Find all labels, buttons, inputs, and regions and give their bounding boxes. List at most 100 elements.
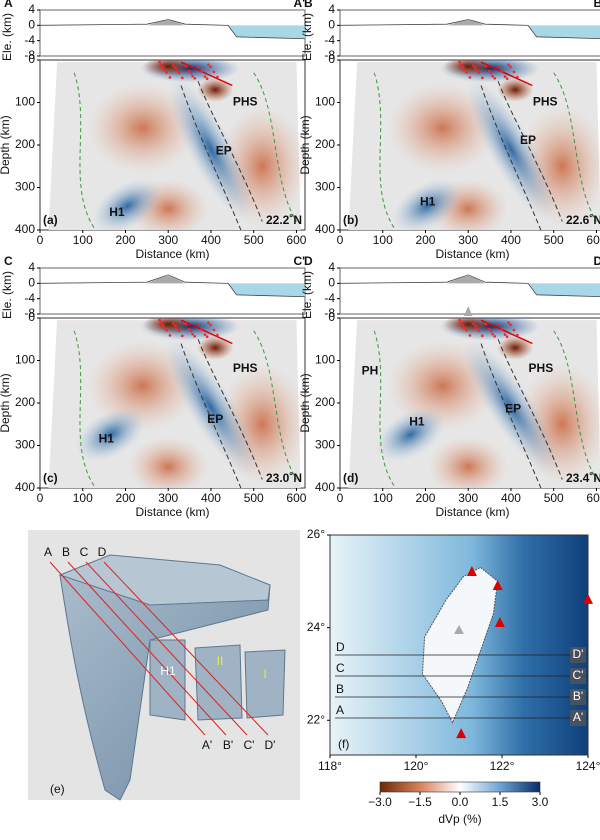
earthquake [174,66,177,69]
volcano-marker [494,617,505,627]
earthquake [177,71,181,75]
shallow-low [497,335,534,360]
earthquake [159,63,163,67]
slab [168,77,254,221]
latitude-label: 23.0˚N [266,471,302,485]
latitude-label: 22.6˚N [566,213,600,227]
earthquake [516,75,519,79]
profile-end: A' [573,710,583,724]
earthquake [172,322,175,325]
earthquake [459,321,463,325]
profile-end: C' [293,254,305,268]
depth-axis-label: Depth (km) [298,373,312,432]
distance-axis-label: Distance (km) [135,505,209,519]
profile-line [85,561,248,736]
depth-tick-label: 300 [315,180,335,194]
depth-tick-label: 0 [28,310,35,324]
elevation-tick-label: -4 [24,291,35,305]
volcano-marker [492,579,503,590]
profile-end-box [570,689,586,705]
profile-start: A [336,703,344,717]
distance-tick-label: 400 [201,491,221,505]
earthquake [493,76,497,80]
feature-label: PHS [533,95,558,109]
topography [339,274,600,298]
earthquake [168,76,172,79]
colorbar [379,781,541,793]
mountain [146,274,186,284]
elevation-axis-label: Ele. (km) [300,13,314,61]
panel-label: (d) [343,471,358,485]
earthquake [193,76,197,80]
contour [480,85,542,230]
earthquake [491,332,494,336]
distance-tick-label: 200 [115,233,135,247]
earthquake [490,71,493,75]
colorbar-tick-label: 1.5 [492,795,509,809]
earthquake [184,322,188,326]
panel-label: (e) [50,782,65,796]
contour [73,330,297,488]
earthquake [159,321,163,325]
low-velocity [128,436,209,488]
depth-axis-label: Depth (km) [0,373,12,432]
earthquake [209,323,212,327]
depth-tick-label: 0 [328,52,335,66]
distance-tick-label: 400 [201,233,221,247]
elevation-tick-label: -4 [324,291,335,305]
panel-label: (c) [43,471,58,485]
tomography [348,318,600,488]
feature-label: H1 [109,205,125,219]
lat-tick-label: 22° [307,712,325,726]
earthquake [474,66,477,69]
distance-tick-label: 0 [337,233,344,247]
profile-start: D [98,545,107,559]
sea [528,25,600,39]
earthquake [216,75,219,79]
depth-tick-label: 100 [15,95,35,109]
contour [197,81,263,222]
contour [480,343,542,488]
earthquake [491,74,494,78]
colorbar-tick-label: −3.0 [368,795,392,809]
slab-top [58,554,271,606]
earthquake [172,64,175,67]
taiwan [421,566,499,724]
contour [197,339,263,480]
profile-start: C [80,545,89,559]
distance-axis-label: Distance (km) [435,505,509,519]
distance-tick-label: 600 [586,491,600,505]
elevation-frame [39,9,306,57]
slab [164,338,258,477]
elevation-axis-label: Ele. (km) [300,271,314,319]
earthquake [203,75,207,78]
contour [180,85,242,230]
earthquake [472,64,475,67]
depth-tick-label: 0 [328,310,335,324]
colorbar-tick-label: 3.0 [532,795,549,809]
depth-tick-label: 400 [15,222,35,236]
lon-tick-label: 124° [576,759,600,773]
block-label: I [263,667,266,681]
earthquake [475,327,479,330]
panel-label: (a) [43,213,58,227]
earthquake [458,60,461,64]
plate-interface [180,61,233,87]
earthquake [174,324,177,327]
shallow-low [443,60,494,77]
earthquake [175,327,179,330]
distance-tick-label: 0 [37,491,44,505]
earthquake [493,334,497,338]
tomography [48,60,305,230]
profile-end: B' [593,0,600,10]
elevation-tick-label: -4 [324,33,335,47]
distance-axis-label: Distance (km) [135,247,209,261]
feature-label: PHS [529,361,554,375]
depth-tick-label: 300 [15,180,35,194]
profile-start: D [336,640,345,654]
elevation-tick-label: -4 [24,33,35,47]
plate-interface [180,319,233,345]
earthquake [161,65,165,69]
earthquake [177,329,181,333]
